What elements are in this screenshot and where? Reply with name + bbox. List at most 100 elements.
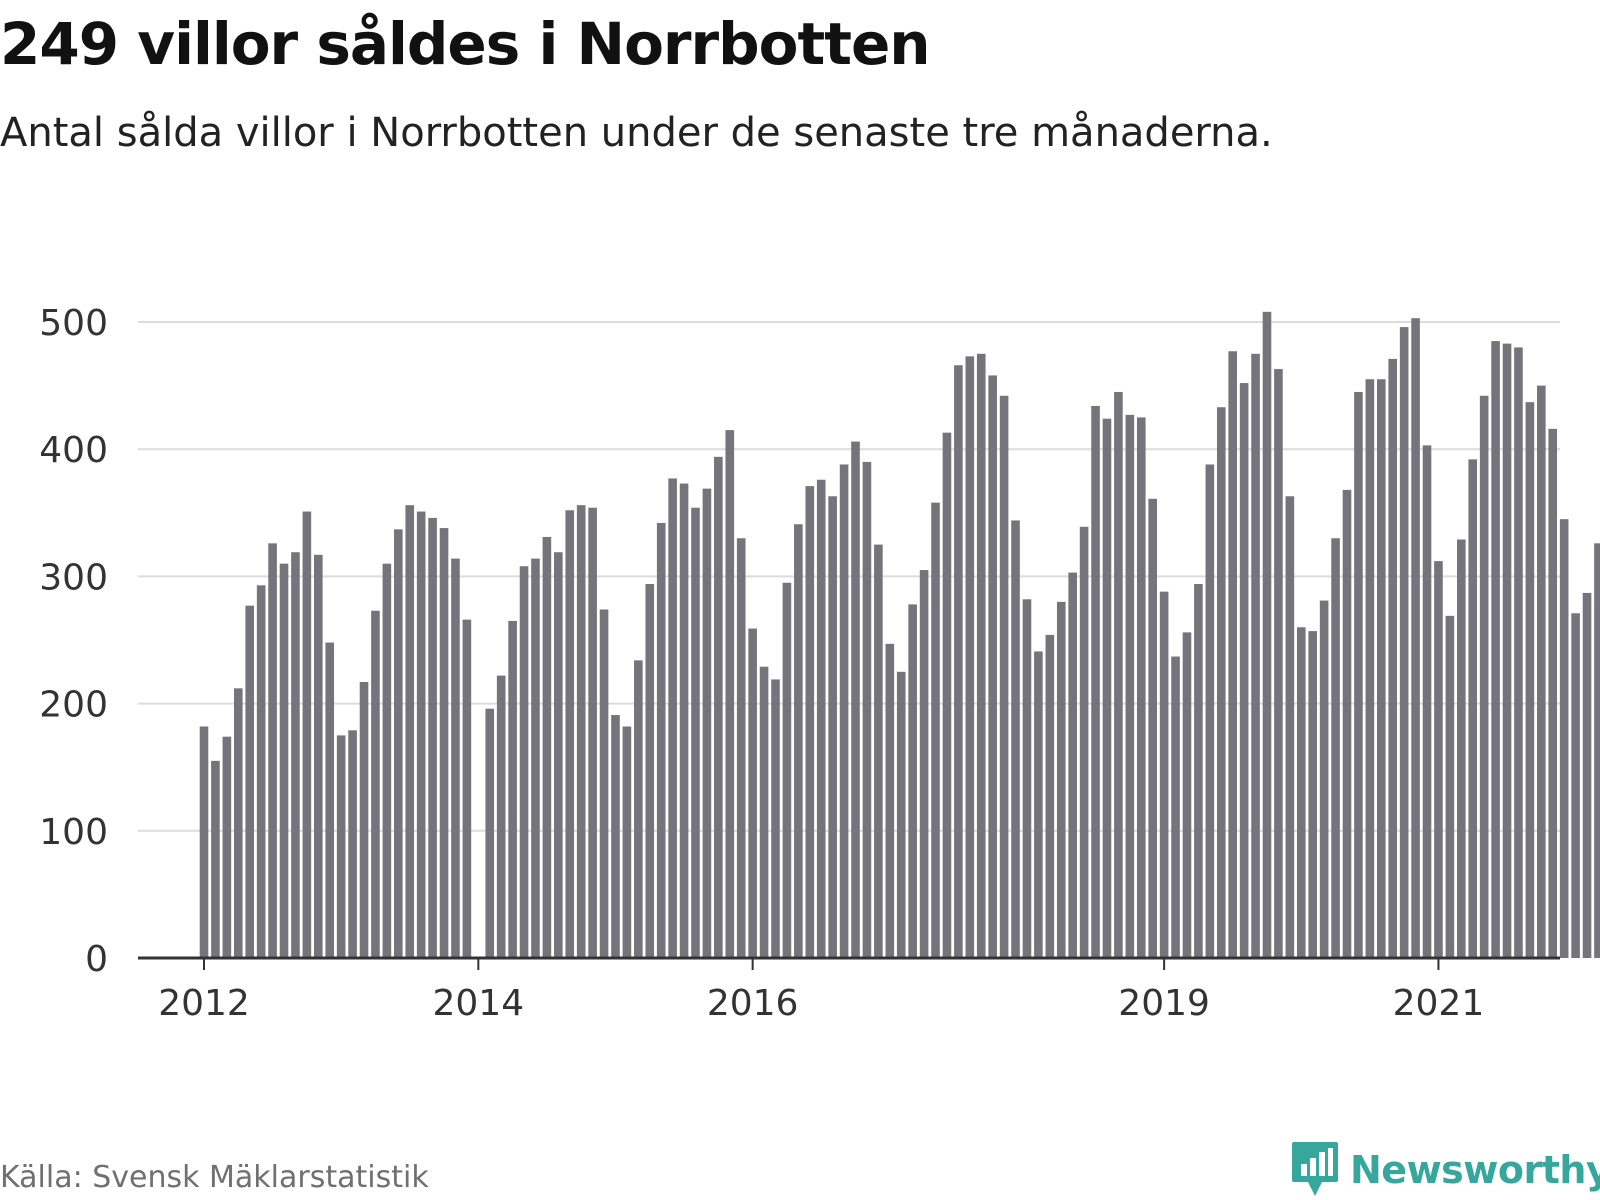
bar <box>1445 615 1455 958</box>
bar <box>1296 627 1306 958</box>
bar <box>634 660 643 958</box>
bar <box>1102 418 1112 958</box>
source-note: Källa: Svensk Mäklarstatistik <box>0 1160 429 1195</box>
bar <box>222 736 232 958</box>
y-tick-label: 500 <box>39 303 108 344</box>
bar <box>245 605 255 958</box>
bar <box>599 609 609 958</box>
bar <box>999 395 1009 958</box>
bar <box>279 563 289 958</box>
bar <box>1502 343 1512 958</box>
bar <box>1022 599 1032 958</box>
bar <box>1376 379 1386 958</box>
bar <box>1525 402 1535 958</box>
bar <box>1182 632 1192 958</box>
bar <box>211 760 220 958</box>
y-tick-label: 300 <box>39 557 108 598</box>
y-tick-label: 200 <box>39 685 108 726</box>
bar <box>256 585 266 958</box>
bar <box>839 464 849 958</box>
bar <box>382 563 392 958</box>
bar <box>576 505 586 958</box>
bar <box>1262 311 1272 959</box>
bar <box>199 726 209 958</box>
bar <box>371 610 380 958</box>
bar <box>1148 498 1157 958</box>
bar <box>965 356 975 958</box>
bar <box>1537 385 1546 959</box>
bar <box>1216 407 1226 958</box>
bar <box>874 544 883 958</box>
bar <box>1582 592 1592 958</box>
bar <box>1136 417 1146 958</box>
chart-subtitle: Antal sålda villor i Norrbotten under de… <box>0 110 1273 156</box>
bar <box>1091 405 1100 958</box>
bar <box>668 478 677 958</box>
bar <box>976 353 986 958</box>
y-tick-label: 100 <box>39 812 108 853</box>
bar <box>336 735 346 958</box>
bar <box>759 666 769 958</box>
bar <box>1514 347 1523 958</box>
bar <box>1559 519 1569 958</box>
bar <box>1239 383 1249 958</box>
bar <box>1274 369 1283 959</box>
bar <box>702 488 712 958</box>
bar <box>1331 538 1340 958</box>
bar <box>508 620 517 958</box>
bar <box>1205 464 1215 958</box>
bar <box>496 675 506 958</box>
bar <box>725 430 735 958</box>
bar <box>519 566 529 958</box>
bar <box>428 517 437 958</box>
bar <box>828 496 837 958</box>
bar <box>1319 600 1329 958</box>
bar <box>954 365 963 958</box>
bar <box>805 486 815 958</box>
bar <box>736 538 746 958</box>
bar <box>942 432 952 958</box>
x-tick-label: 2016 <box>707 983 799 1024</box>
bar <box>988 375 997 958</box>
bar <box>554 552 563 958</box>
bar <box>1308 631 1318 958</box>
bar <box>588 507 597 958</box>
bar <box>1479 395 1489 958</box>
bar <box>656 522 666 958</box>
brand-name: Newsworthy <box>1350 1148 1600 1192</box>
bar <box>1388 358 1398 958</box>
chart-title: 249 villor såldes i Norrbotten <box>0 10 931 78</box>
bar <box>291 552 300 958</box>
bar <box>816 479 826 958</box>
x-tick-label: 2014 <box>433 983 525 1024</box>
bar <box>1045 634 1055 958</box>
bar <box>1422 445 1432 958</box>
bar <box>1068 572 1077 958</box>
bar <box>1114 391 1123 959</box>
bar <box>1228 351 1237 959</box>
bar <box>1034 651 1043 958</box>
bar <box>1354 391 1363 959</box>
bar <box>1399 327 1409 958</box>
bar <box>1571 613 1580 958</box>
bar <box>748 628 757 958</box>
x-tick-label: 2012 <box>158 983 250 1024</box>
y-tick-label: 0 <box>85 939 108 980</box>
bar <box>1125 414 1135 959</box>
bar <box>771 679 780 958</box>
bar <box>314 554 323 958</box>
x-tick-label: 2021 <box>1393 983 1485 1024</box>
x-tick-label: 2019 <box>1118 983 1210 1024</box>
bar <box>348 730 357 958</box>
bar <box>302 511 312 958</box>
bar <box>862 461 872 958</box>
bar <box>439 528 449 958</box>
newsworthy-logo-icon <box>1292 1142 1338 1196</box>
bar <box>1171 656 1180 958</box>
bar <box>405 505 415 958</box>
bar <box>325 642 335 958</box>
bar <box>931 502 940 958</box>
bar <box>794 524 803 958</box>
bar <box>451 558 460 958</box>
